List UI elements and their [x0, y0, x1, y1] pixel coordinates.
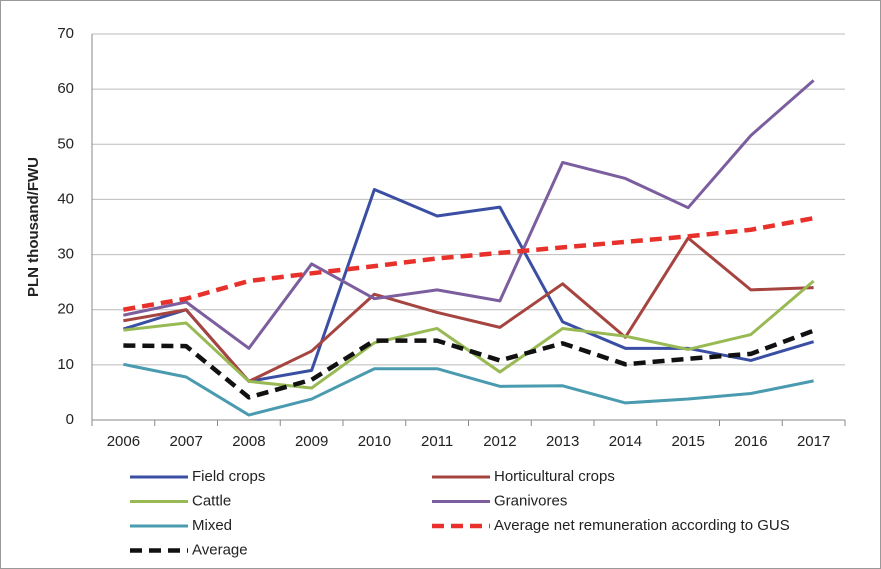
line [123, 279, 815, 390]
legend-label: Horticultural crops [494, 468, 615, 485]
y-tick-label: 60 [57, 80, 74, 97]
y-tick-label: 40 [57, 190, 74, 207]
x-tick-label: 2014 [609, 433, 642, 450]
x-tick-label: 2011 [421, 433, 453, 450]
y-tick-label: 50 [57, 135, 74, 152]
x-tick-label: 2007 [169, 433, 202, 450]
x-tick-label: 2017 [797, 433, 830, 450]
x-tick-label: 2008 [232, 433, 265, 450]
x-tick-label: 2013 [546, 433, 579, 450]
line [123, 236, 814, 383]
x-tick-label: 2012 [483, 433, 516, 450]
y-tick-label: 10 [57, 356, 74, 373]
y-tick-label: 0 [66, 411, 74, 428]
x-tick-label: 2015 [671, 433, 704, 450]
x-tick-label: 2016 [734, 433, 767, 450]
y-axis-label: PLN thousand/FWU [25, 157, 42, 297]
line [123, 79, 815, 350]
x-tick-label: 2009 [295, 433, 328, 450]
legend-label: Granivores [494, 492, 567, 509]
x-tick-label: 2006 [107, 433, 140, 450]
legend-label: Mixed [192, 517, 232, 534]
y-tick-label: 20 [57, 301, 74, 318]
y-tick-label: 30 [57, 246, 74, 263]
line [123, 362, 814, 417]
y-tick-label: 70 [57, 25, 74, 42]
legend-label: Cattle [192, 492, 231, 509]
legend-label: Average net remuneration according to GU… [494, 517, 790, 534]
x-tick-label: 2010 [358, 433, 391, 450]
legend-label: Field crops [192, 468, 265, 485]
line [123, 328, 815, 400]
line [122, 215, 815, 312]
legend-label: Average [192, 541, 248, 558]
